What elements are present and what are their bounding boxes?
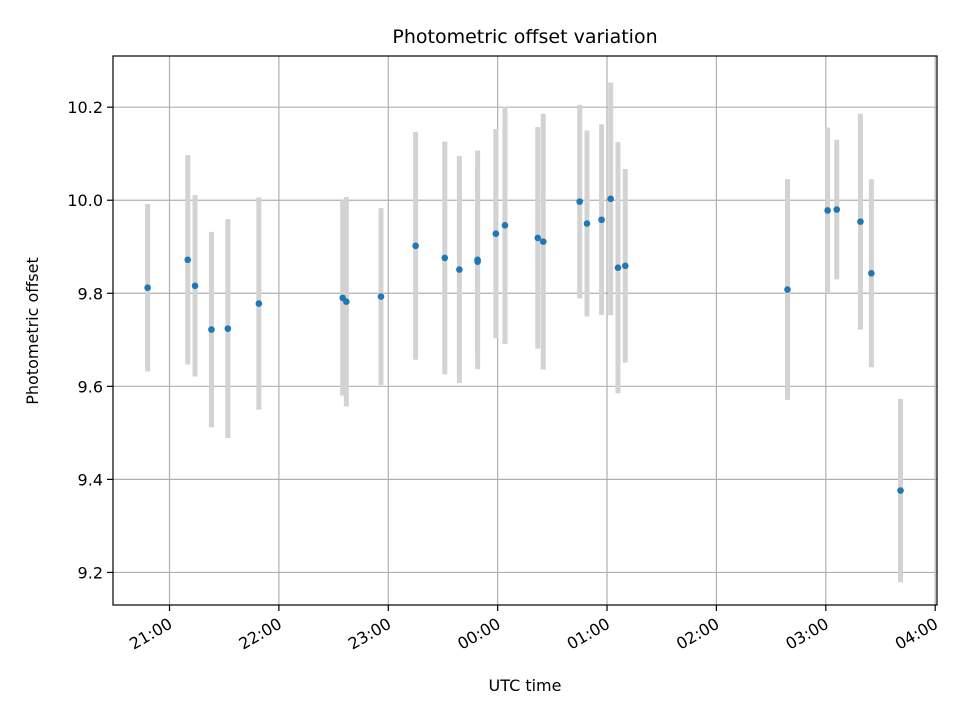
data-point: [576, 198, 583, 205]
y-axis-label: Photometric offset: [23, 257, 42, 405]
data-point: [144, 284, 151, 291]
y-tick-label: 9.2: [78, 563, 103, 582]
x-tick-label: 22:00: [235, 614, 284, 654]
y-tick-label: 9.8: [78, 284, 103, 303]
plot-frame: [112, 55, 938, 606]
x-tick-label: 21:00: [126, 614, 175, 654]
y-tick-label: 10.2: [67, 98, 103, 117]
grid: [113, 56, 937, 605]
data-point: [824, 207, 831, 214]
data-point: [583, 220, 591, 227]
x-tick-label: 01:00: [564, 614, 613, 654]
data-point: [255, 300, 263, 307]
x-tick-label: 04:00: [892, 614, 941, 654]
data-point: [897, 487, 904, 494]
y-tick-label: 10.0: [67, 191, 103, 210]
data-point: [184, 256, 192, 264]
data-point: [621, 262, 629, 270]
data-point: [412, 242, 419, 250]
data-point: [539, 238, 547, 245]
x-tick-label: 03:00: [782, 614, 831, 654]
data-point: [534, 234, 542, 242]
data-point: [607, 195, 614, 203]
data-point: [343, 298, 350, 305]
data-point: [833, 206, 841, 213]
data-point: [857, 218, 864, 225]
y-tick-label: 9.4: [78, 470, 103, 489]
x-tick-label: 02:00: [673, 614, 722, 654]
data-point: [377, 293, 385, 300]
data-point: [441, 254, 449, 262]
data-points: [144, 195, 904, 494]
x-tick-label: 00:00: [454, 614, 503, 654]
data-point: [598, 216, 605, 224]
data-point: [208, 326, 215, 333]
data-point: [868, 269, 875, 277]
data-point: [191, 282, 199, 290]
x-tick-label: 23:00: [345, 614, 394, 654]
data-point: [224, 325, 232, 332]
chart-title: Photometric offset variation: [392, 26, 657, 48]
y-tick-label: 9.6: [78, 377, 103, 396]
data-point: [492, 230, 500, 238]
data-point: [474, 258, 481, 265]
error-bars: [145, 82, 904, 583]
data-point: [784, 286, 791, 293]
data-point: [456, 266, 463, 273]
data-point: [501, 222, 509, 229]
x-axis-label: UTC time: [489, 676, 562, 695]
data-point: [614, 264, 622, 271]
